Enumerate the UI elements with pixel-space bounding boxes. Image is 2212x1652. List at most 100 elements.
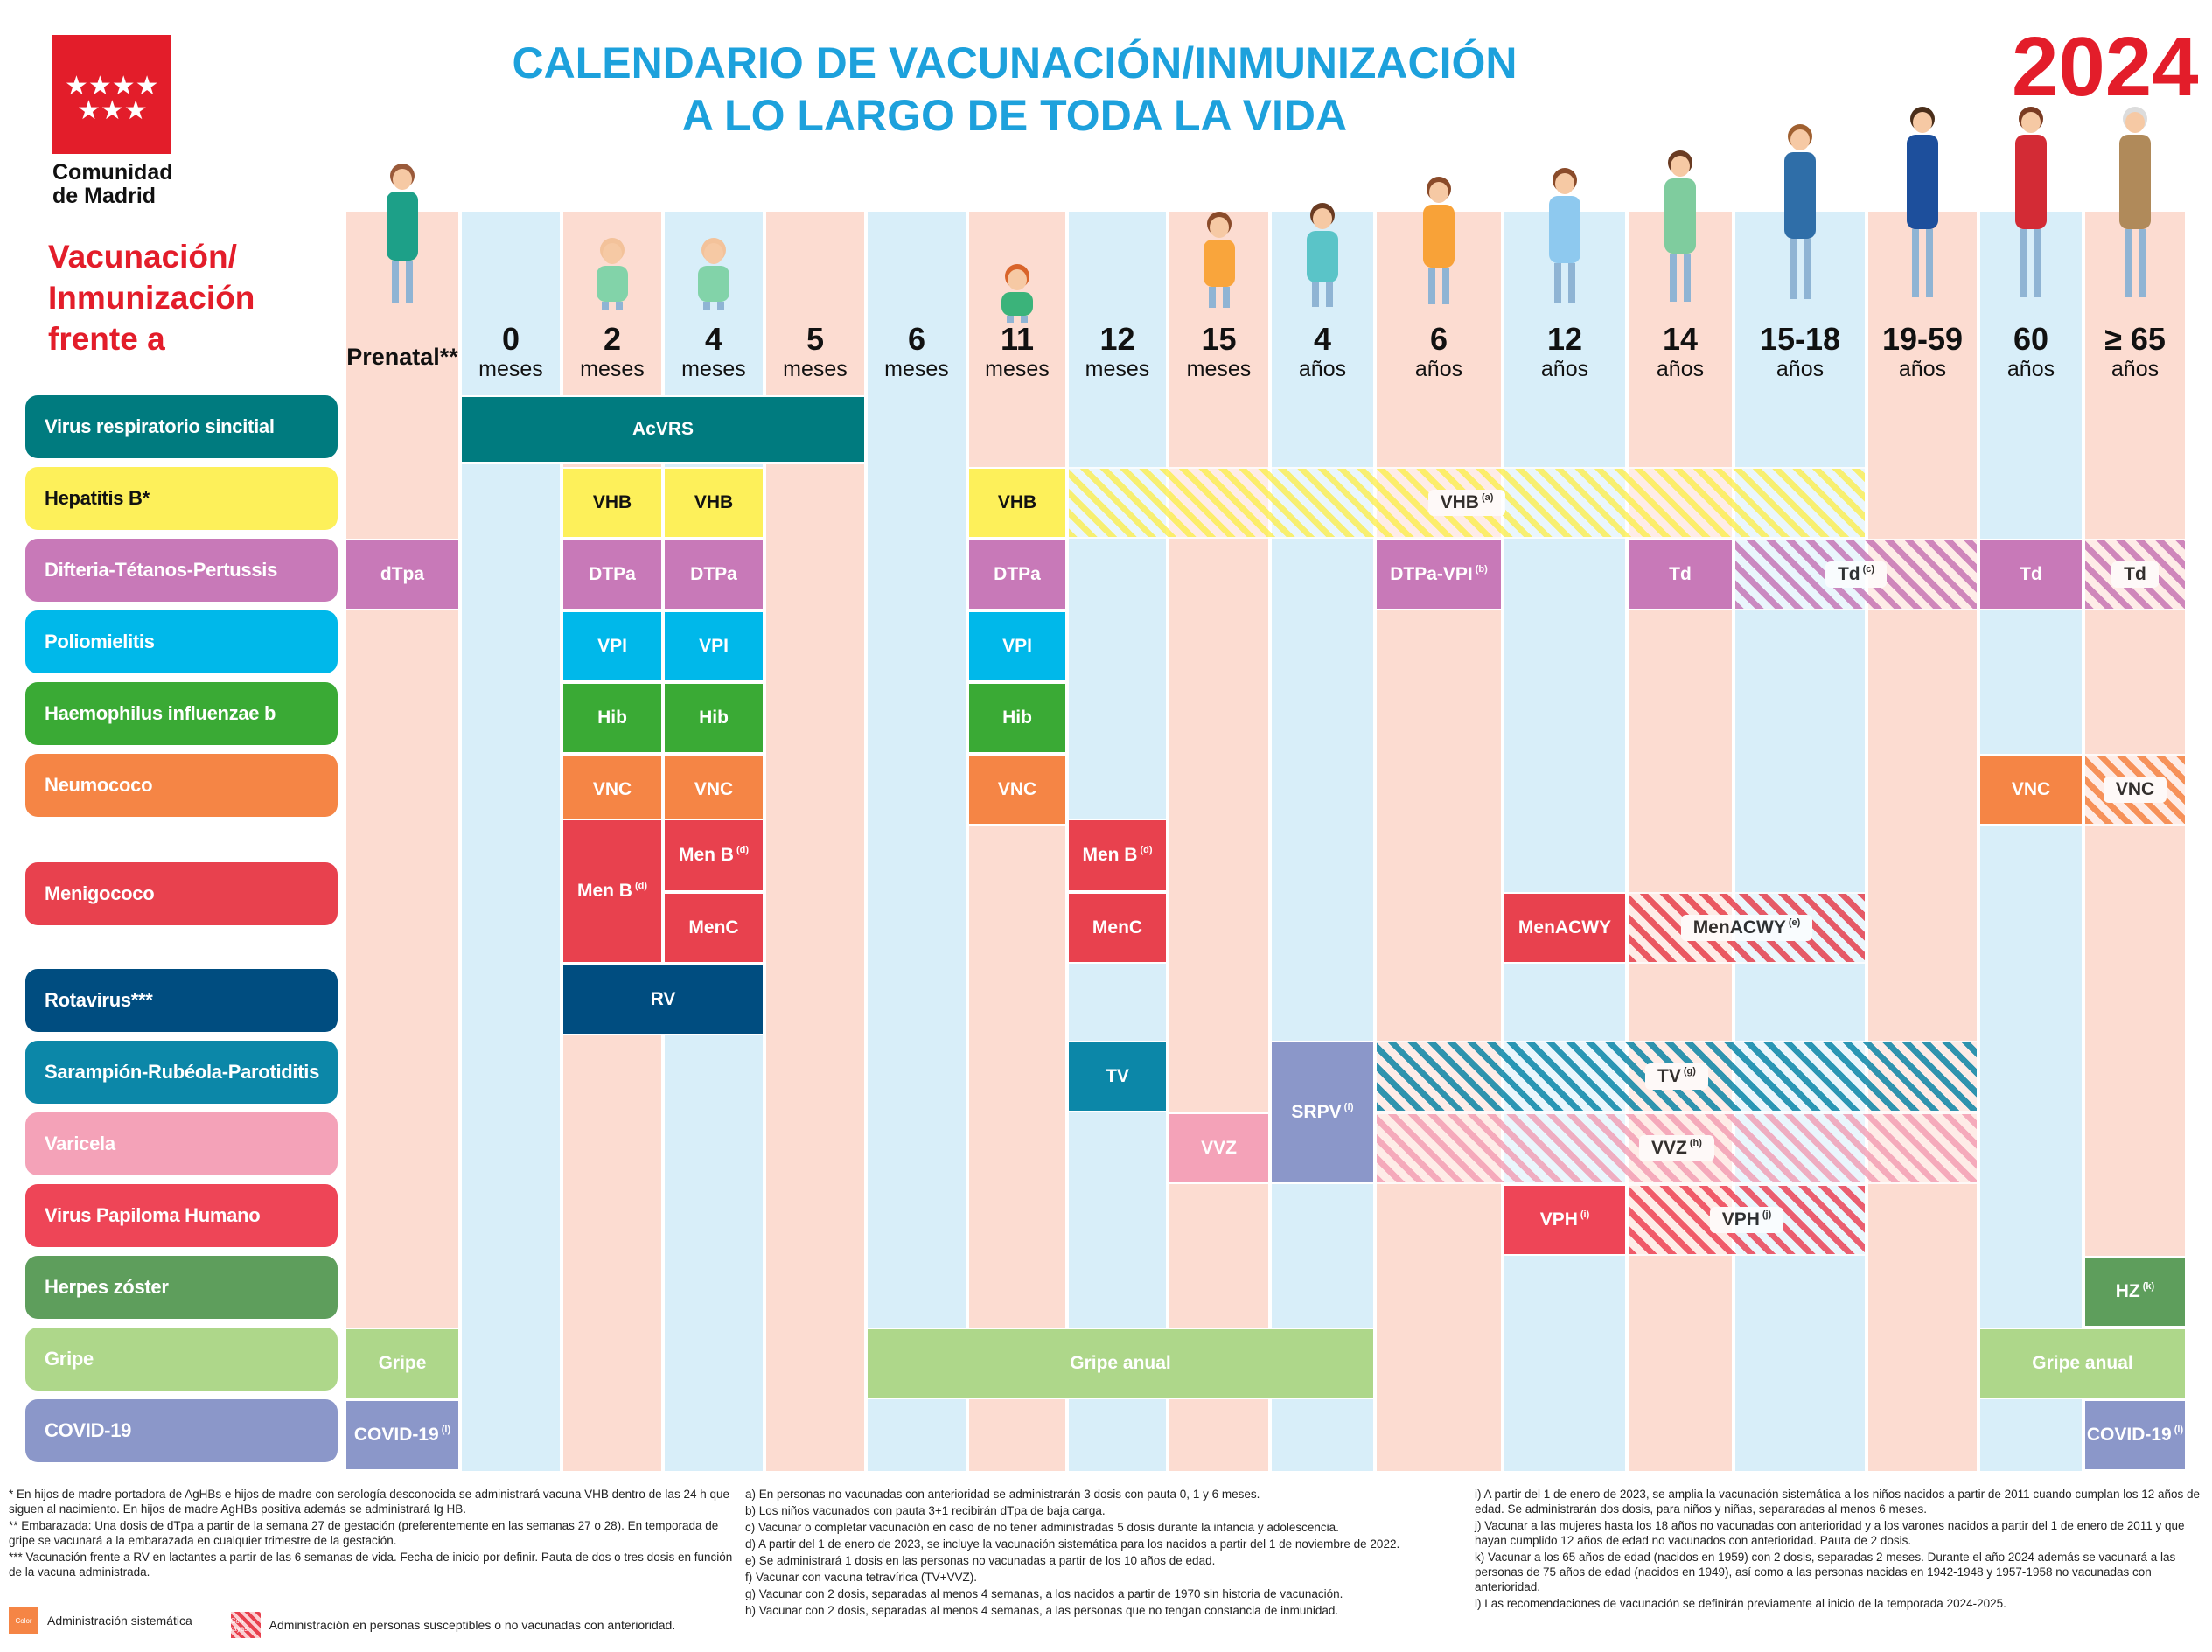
vaccine-label: RV: [650, 989, 676, 1009]
vaccine-label: MenC: [1092, 917, 1143, 938]
vaccine-cell: RV: [562, 964, 764, 1035]
column-header-unit: años: [1540, 357, 1589, 381]
person-figure: [1200, 212, 1239, 317]
legend-swatch-color: Color: [9, 1607, 38, 1634]
column-header-value: 15: [1201, 321, 1237, 357]
vaccine-cell: VHB: [967, 467, 1067, 539]
column-header-unit: años: [1656, 357, 1705, 381]
vaccine-cell: COVID-19 (l): [345, 1399, 460, 1471]
grid-column: [1735, 212, 1865, 1471]
person-figure: [2116, 107, 2154, 317]
vaccine-cell: DTPa-VPI (b): [1375, 539, 1503, 610]
vaccine-cell: VPI: [967, 610, 1067, 682]
vaccine-label: VHB (a): [1427, 490, 1506, 516]
vaccine-label: COVID-19 (l): [353, 1425, 451, 1445]
grid-column: [1169, 212, 1268, 1471]
column-header-value: 60: [2013, 321, 2049, 357]
column-header: 4 meses: [663, 321, 764, 382]
vaccine-label: Gripe: [378, 1353, 427, 1373]
grid-column: [346, 212, 458, 1471]
column-header-value: 15-18: [1759, 321, 1841, 357]
vaccine-footnote-ref: (l): [441, 1425, 451, 1435]
vaccine-cell: DTPa: [967, 539, 1067, 610]
legend-swatch-stripes: Con rayas: [230, 1611, 261, 1638]
vaccine-label: DTPa: [690, 564, 737, 584]
star-icon: ★★★★: [65, 72, 159, 101]
vaccine-cell: TV: [1067, 1041, 1168, 1112]
vaccine-footnote-ref: (g): [1683, 1066, 1696, 1077]
vaccine-label: VPI: [699, 636, 729, 656]
column-header-value: Prenatal**: [346, 344, 458, 370]
column-header-value: 12: [1099, 321, 1135, 357]
grid-column: [1980, 212, 2082, 1471]
vaccine-label: Td: [2020, 564, 2042, 584]
legend-item-systematic: Color Administración sistemática: [9, 1607, 192, 1634]
vaccine-cell: TV (g): [1375, 1041, 1978, 1112]
vaccine-cell: VNC: [663, 754, 764, 826]
footnote: l) Las recomendaciones de vacunación se …: [1475, 1597, 2006, 1610]
vaccine-cell: HZ (k): [2083, 1256, 2187, 1328]
column-header-value: 4: [704, 321, 723, 357]
star-icon: ★★★: [77, 96, 148, 125]
row-label: Varicela: [25, 1112, 338, 1175]
row-label: Hepatitis B*: [25, 467, 338, 530]
row-label: COVID-19: [25, 1399, 338, 1462]
vaccine-label: VNC: [997, 779, 1037, 799]
footnote: j) Vacunar a las mujeres hasta los 18 añ…: [1475, 1519, 2185, 1547]
person-figure: [1661, 150, 1699, 317]
footnote: f) Vacunar con vacuna tetravírica (TV+VV…: [745, 1571, 977, 1584]
column-header-unit: años: [2006, 357, 2055, 381]
column-header: 4 años: [1270, 322, 1375, 382]
vaccine-label: VPH (j): [1709, 1207, 1784, 1233]
vaccine-label: VPI: [1002, 636, 1032, 656]
column-header: 15 meses: [1168, 321, 1270, 382]
person-figure: [998, 264, 1036, 323]
vaccine-cell: Gripe: [345, 1328, 460, 1399]
vaccine-cell: Men B (d): [562, 819, 663, 964]
vaccine-label: VNC: [694, 779, 734, 799]
column-header: 11 meses: [967, 322, 1067, 382]
row-label: Virus respiratorio sincitial: [25, 395, 338, 458]
vaccine-cell: VVZ: [1168, 1112, 1270, 1184]
person-figure: [1546, 168, 1584, 317]
person-figure: [2012, 107, 2050, 317]
vaccine-footnote-ref: (d): [1140, 845, 1153, 855]
footnote: i) A partir del 1 de enero de 2023, se a…: [1475, 1488, 2201, 1516]
footnote: d) A partir del 1 de enero de 2023, se i…: [745, 1537, 1400, 1551]
vaccine-label: Hib: [597, 708, 627, 728]
vaccine-cell: Td: [1978, 539, 2083, 610]
legend-label: Administración sistemática: [47, 1614, 192, 1628]
column-header-unit: años: [1776, 357, 1825, 381]
vaccine-cell: VNC: [967, 754, 1067, 826]
row-label: Virus Papiloma Humano: [25, 1184, 338, 1247]
vaccine-label: TV: [1106, 1066, 1129, 1086]
column-header-value: 0: [501, 321, 520, 357]
vaccine-cell: VHB: [562, 467, 663, 539]
vaccine-cell: Gripe anual: [866, 1328, 1375, 1399]
vaccine-label: Gripe anual: [1070, 1353, 1171, 1373]
footnotes-col-1: * En hijos de madre portadora de AgHBs e…: [9, 1487, 735, 1581]
vaccine-label: Hib: [699, 708, 729, 728]
row-label: Difteria-Tétanos-Pertussis: [25, 539, 338, 602]
column-header: 19-59 años: [1867, 321, 1978, 382]
row-label: Herpes zóster: [25, 1256, 338, 1319]
vaccine-label: Gripe anual: [2032, 1353, 2133, 1373]
vaccine-footnote-ref: (l): [2174, 1425, 2184, 1435]
vaccine-label: SRPV (f): [1291, 1102, 1354, 1122]
grid-column: [969, 212, 1065, 1471]
vaccine-cell: AcVRS: [460, 395, 866, 464]
vaccine-cell: Td (c): [1734, 539, 1978, 610]
vaccine-cell: VPI: [663, 610, 764, 682]
footnote: k) Vacunar a los 65 años de edad (nacido…: [1475, 1551, 2176, 1593]
column-header: 2 meses: [562, 322, 663, 382]
vaccine-cell: Td: [2083, 539, 2187, 610]
column-header-unit: meses: [783, 357, 848, 381]
footnotes-col-2: a) En personas no vacunadas con anterior…: [745, 1487, 1436, 1620]
side-title: Vacunación/ Inmunización frente a: [48, 239, 255, 357]
grid-column: [868, 212, 966, 1471]
column-header-unit: años: [1414, 357, 1463, 381]
vaccine-label: Td: [2111, 561, 2159, 588]
vaccine-label: VNC: [2011, 779, 2051, 799]
vaccine-label: HZ (k): [2115, 1281, 2155, 1301]
column-header-value: 19-59: [1881, 321, 1964, 357]
